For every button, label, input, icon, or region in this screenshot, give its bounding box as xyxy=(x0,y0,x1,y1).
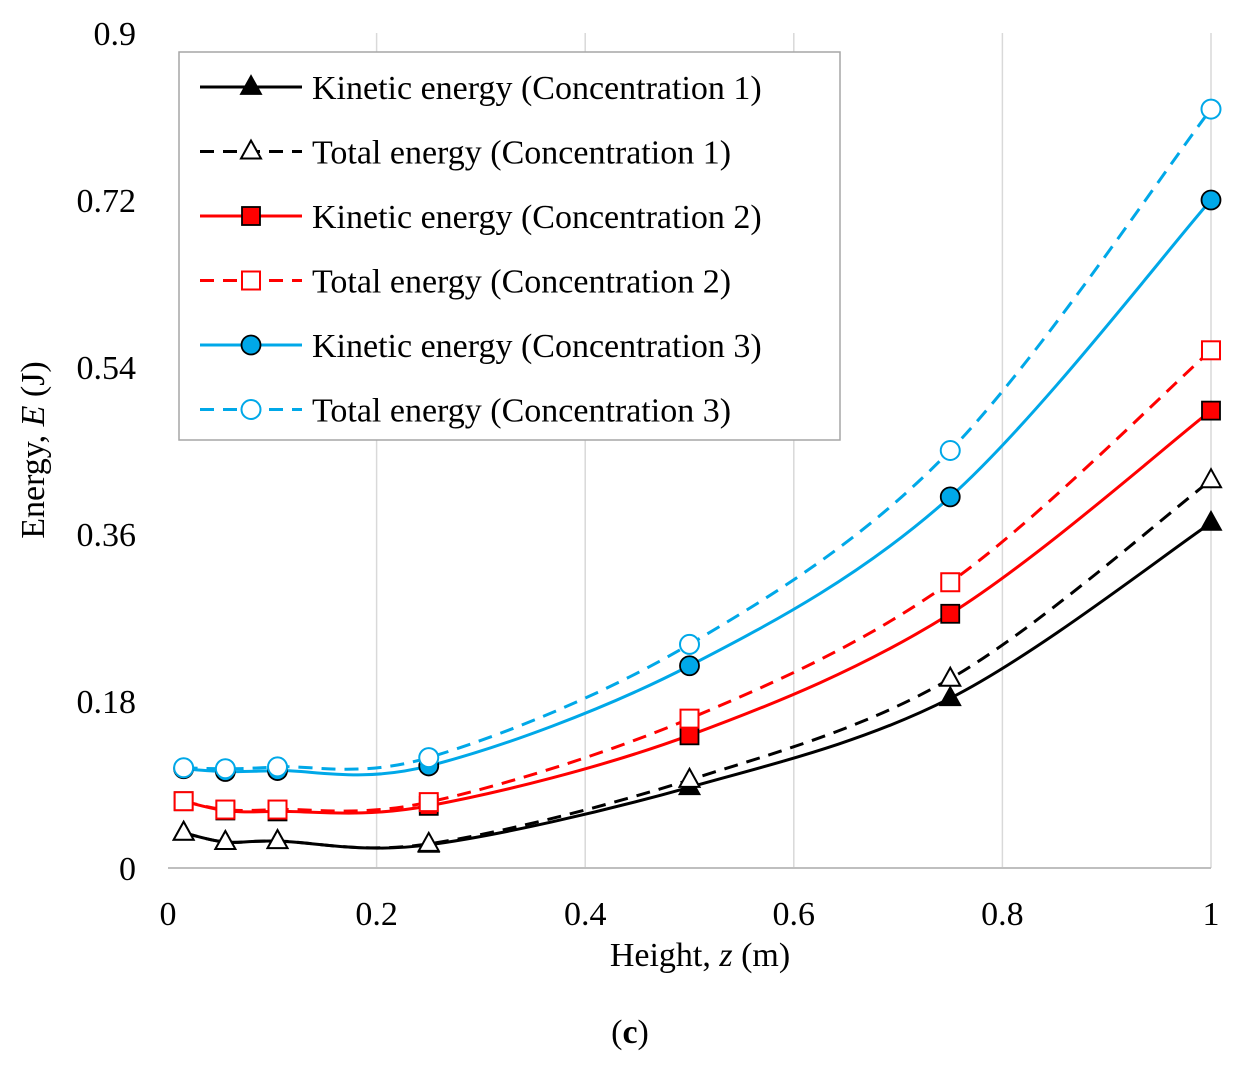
data-point-circle xyxy=(173,757,195,779)
data-point-circle xyxy=(1200,98,1222,120)
legend-marker-square xyxy=(241,270,261,291)
series-2 xyxy=(171,467,1223,852)
legend-entry-5: Kinetic energy (Concentration 3) xyxy=(200,328,762,365)
x-tick-label: 0.8 xyxy=(981,896,1024,933)
data-point-triangle xyxy=(938,665,962,687)
data-point-square xyxy=(267,799,288,820)
legend-box xyxy=(178,51,841,441)
data-point-triangle xyxy=(417,830,441,852)
data-point-square xyxy=(1201,340,1221,361)
data-point-triangle xyxy=(1199,510,1223,531)
y-tick-label: 0.18 xyxy=(77,684,137,721)
y-tick-label: 0.9 xyxy=(94,16,137,53)
legend-marker-circle xyxy=(240,399,262,420)
legend-entry-1: Kinetic energy (Concentration 1) xyxy=(200,70,762,107)
data-point-circle xyxy=(939,440,961,461)
data-point-square xyxy=(215,799,236,820)
series-layer xyxy=(171,98,1223,853)
y-tick-labels: 0 0.18 0.36 0.54 0.72 0.9 xyxy=(77,16,137,888)
x-tick-label: 0 xyxy=(160,896,177,933)
series-4 xyxy=(173,340,1221,820)
series-line xyxy=(183,478,1212,850)
legend-marker-square xyxy=(241,206,261,226)
series-line xyxy=(183,521,1212,850)
series-line xyxy=(183,349,1212,813)
y-axis-title: Energy, E (J) xyxy=(15,361,52,539)
series-6 xyxy=(173,98,1222,780)
x-tick-label: 0.6 xyxy=(773,896,816,933)
data-point-circle xyxy=(939,486,961,508)
series-line xyxy=(183,199,1213,777)
data-point-circle xyxy=(1200,189,1222,211)
legend: Kinetic energy (Concentration 1) Total en… xyxy=(178,51,841,441)
legend-label: Total energy (Concentration 3) xyxy=(312,393,731,430)
legend-entry-4: Total energy (Concentration 2) xyxy=(200,264,731,301)
legend-marker-triangle xyxy=(239,138,263,160)
data-point-triangle xyxy=(1199,467,1223,489)
data-point-square xyxy=(173,791,194,812)
data-point-circle xyxy=(418,747,440,769)
legend-label: Kinetic energy (Concentration 1) xyxy=(312,70,762,107)
data-point-triangle xyxy=(938,685,962,707)
data-point-square xyxy=(679,725,700,746)
x-tick-label: 1 xyxy=(1203,896,1220,933)
x-tick-label: 0.2 xyxy=(355,896,398,933)
data-point-circle xyxy=(679,633,700,655)
data-point-circle xyxy=(267,756,289,778)
data-point-triangle xyxy=(265,828,290,850)
figure-caption: (c) xyxy=(611,1014,649,1051)
legend-entry-6: Total energy (Concentration 3) xyxy=(200,393,731,430)
data-point-square xyxy=(679,708,700,729)
x-tick-labels: 0 0.2 0.4 0.6 0.8 1 xyxy=(160,896,1220,933)
y-tick-label: 0.54 xyxy=(77,350,137,387)
data-point-triangle xyxy=(213,828,238,851)
legend-marker-triangle xyxy=(239,74,263,95)
data-point-circle xyxy=(679,655,700,677)
legend-marker-circle xyxy=(240,334,262,356)
data-point-triangle xyxy=(171,819,196,841)
legend-label: Kinetic energy (Concentration 3) xyxy=(312,328,762,365)
y-tick-label: 0 xyxy=(119,851,136,888)
data-point-triangle xyxy=(677,766,702,788)
y-tick-label: 0.36 xyxy=(77,517,137,554)
data-point-square xyxy=(940,603,961,624)
y-tick-label: 0.72 xyxy=(77,183,137,220)
legend-entry-2: Total energy (Concentration 1) xyxy=(200,135,731,172)
legend-label: Total energy (Concentration 2) xyxy=(312,264,731,301)
x-axis-title: Height, z (m) xyxy=(610,937,790,974)
legend-label: Total energy (Concentration 1) xyxy=(312,135,731,172)
data-point-square xyxy=(940,572,961,593)
series-line xyxy=(183,409,1212,815)
data-point-circle xyxy=(214,758,236,780)
x-tick-label: 0.4 xyxy=(564,896,607,933)
legend-entry-3: Kinetic energy (Concentration 2) xyxy=(200,199,762,236)
data-point-square xyxy=(418,792,439,813)
data-point-square xyxy=(1201,400,1221,421)
series-line xyxy=(183,108,1213,771)
legend-label: Kinetic energy (Concentration 2) xyxy=(312,199,762,236)
